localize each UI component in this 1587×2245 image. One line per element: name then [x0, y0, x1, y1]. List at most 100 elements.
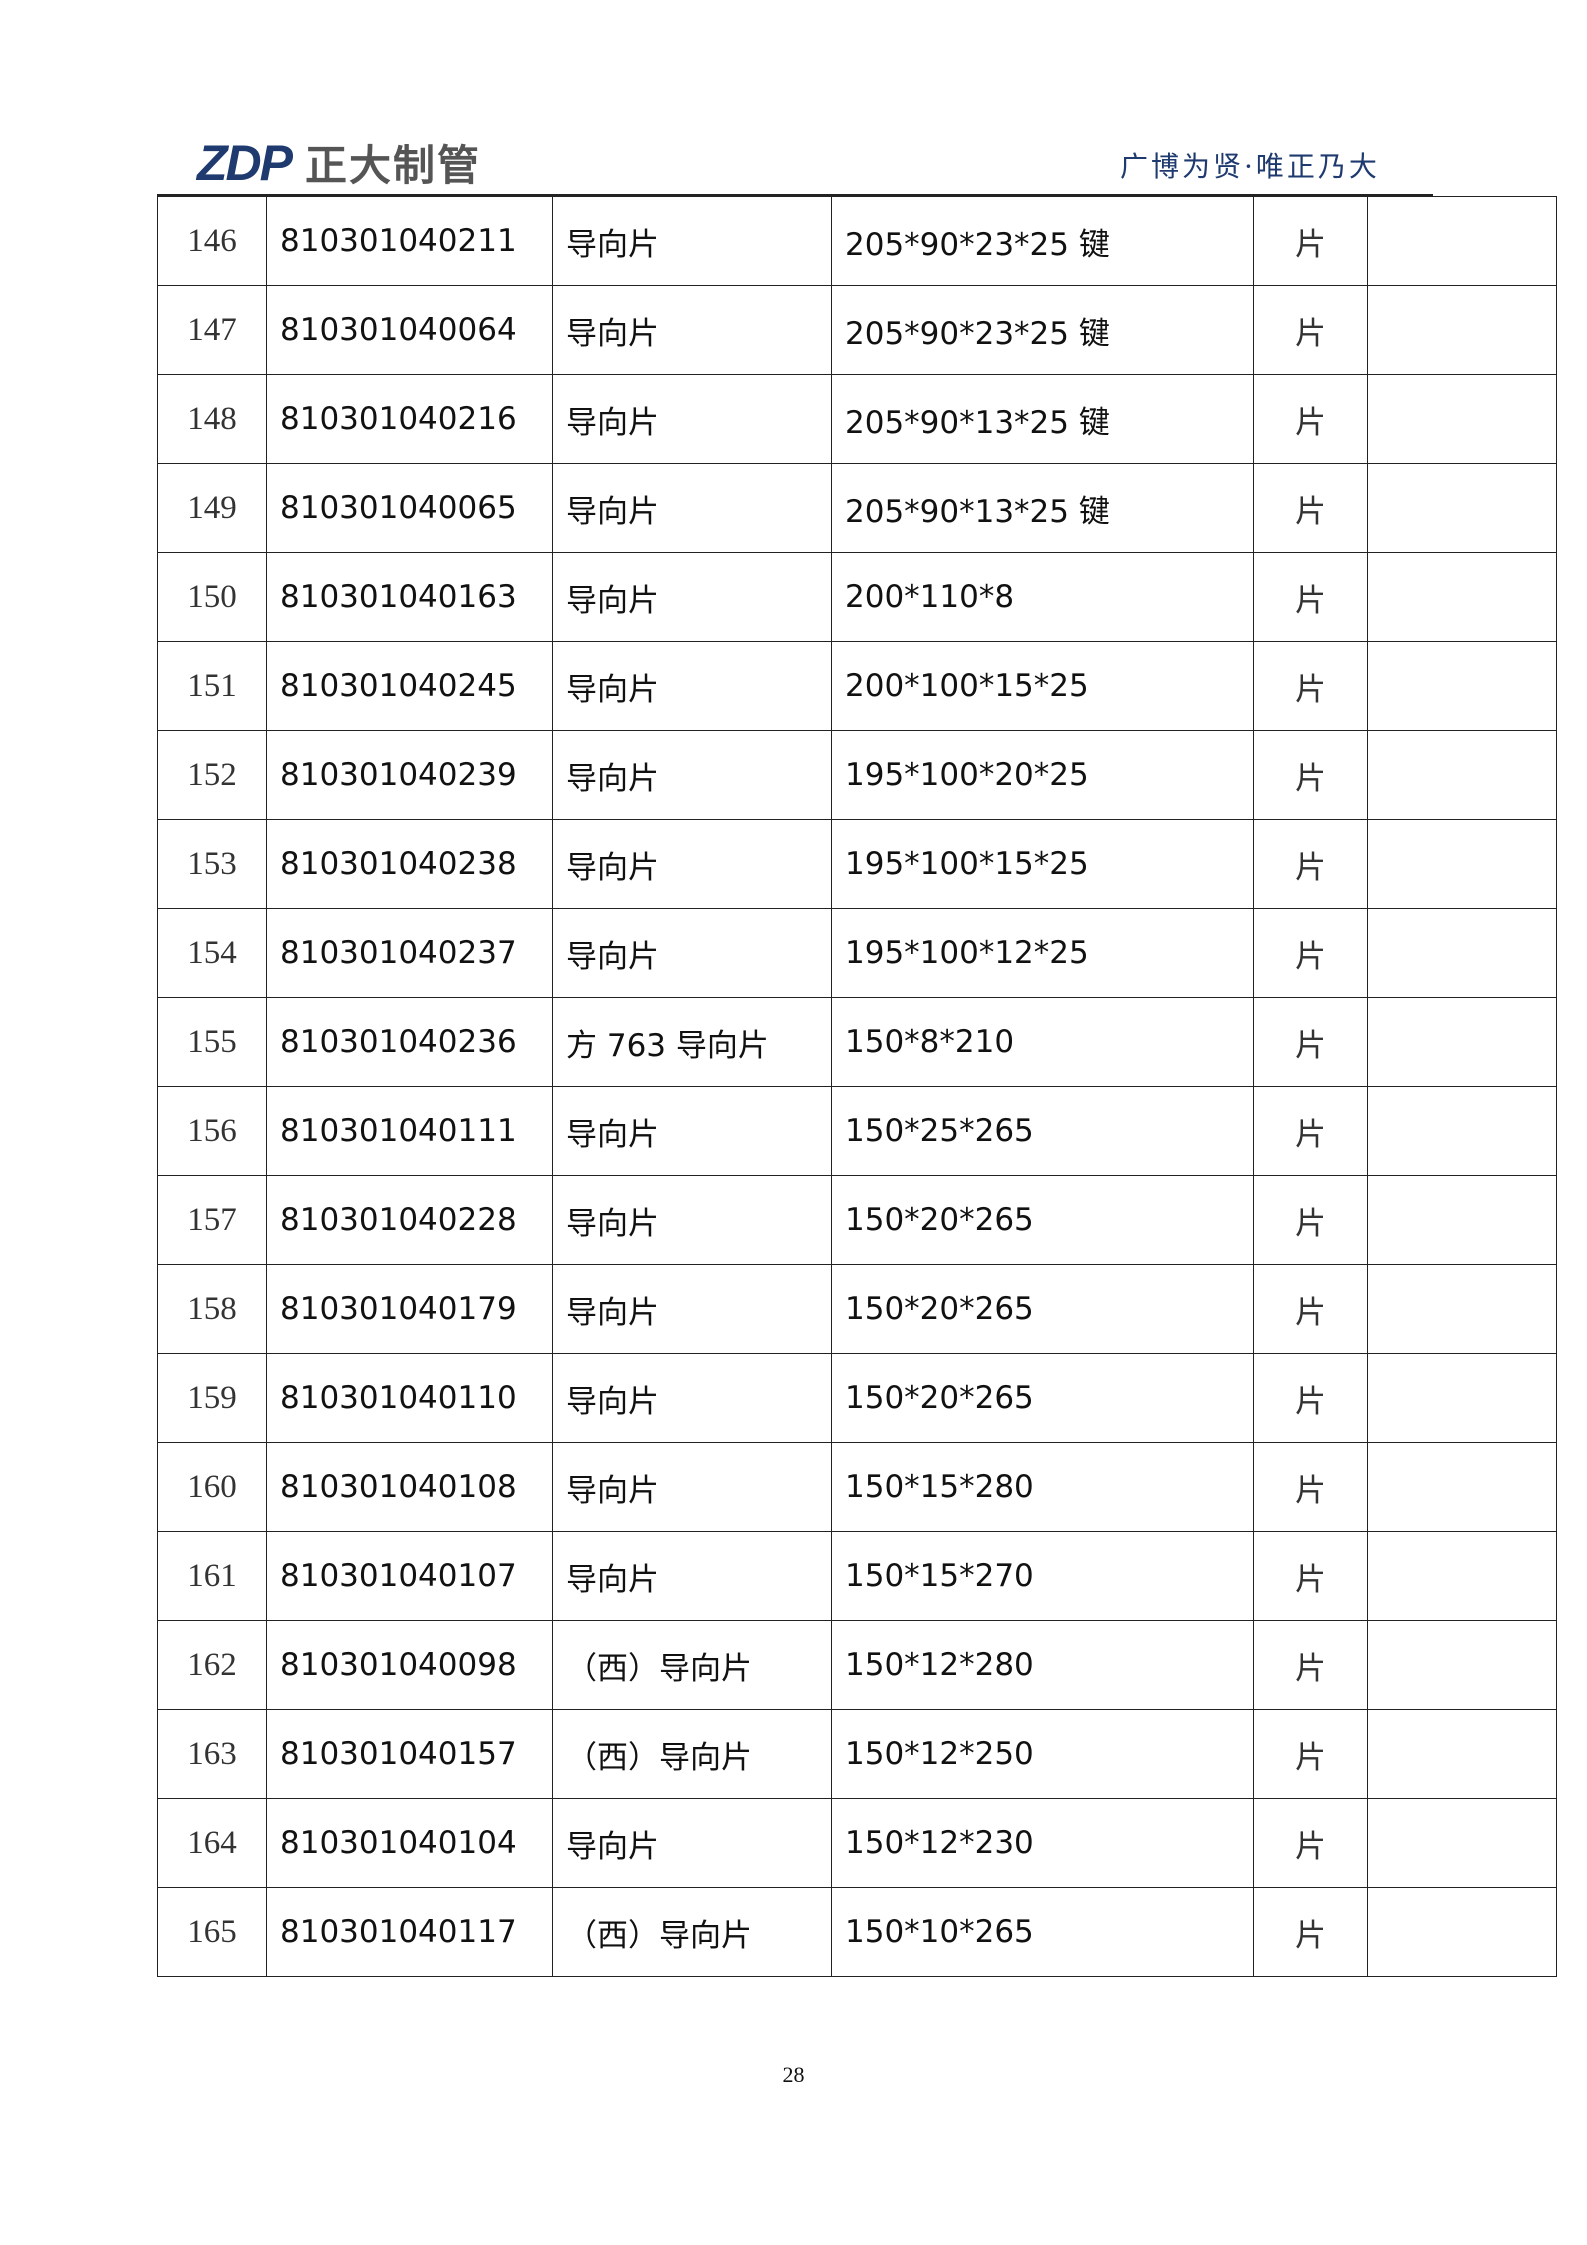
cell-code: 810301040108	[266, 1442, 553, 1532]
cell-spec: 150*15*270	[831, 1531, 1254, 1621]
cell-no: 149	[157, 463, 267, 553]
cell-note	[1367, 819, 1557, 909]
cell-name: 导向片	[552, 641, 832, 731]
cell-name: 导向片	[552, 1442, 832, 1532]
cell-name: 导向片	[552, 908, 832, 998]
cell-unit: 片	[1253, 552, 1368, 642]
cell-note	[1367, 1264, 1557, 1354]
cell-no: 154	[157, 908, 267, 998]
table-row: 161 810301040107 导向片 150*15*270 片	[157, 1531, 1557, 1621]
cell-code: 810301040065	[266, 463, 553, 553]
cell-name: 导向片	[552, 1086, 832, 1176]
cell-unit: 片	[1253, 463, 1368, 553]
cell-unit: 片	[1253, 908, 1368, 998]
cell-no: 162	[157, 1620, 267, 1710]
cell-code: 810301040216	[266, 374, 553, 464]
cell-name: 导向片	[552, 1353, 832, 1443]
cell-no: 147	[157, 285, 267, 375]
cell-unit: 片	[1253, 1086, 1368, 1176]
table-row: 152 810301040239 导向片 195*100*20*25 片	[157, 730, 1557, 820]
cell-name: 导向片	[552, 374, 832, 464]
cell-name: 导向片	[552, 552, 832, 642]
cell-name: 方 763 导向片	[552, 997, 832, 1087]
cell-unit: 片	[1253, 730, 1368, 820]
cell-spec: 200*100*15*25	[831, 641, 1254, 731]
cell-code: 810301040179	[266, 1264, 553, 1354]
cell-no: 161	[157, 1531, 267, 1621]
cell-spec: 150*20*265	[831, 1353, 1254, 1443]
cell-unit: 片	[1253, 374, 1368, 464]
cell-name: 导向片	[552, 730, 832, 820]
cell-note	[1367, 196, 1557, 286]
cell-code: 810301040104	[266, 1798, 553, 1888]
company-logo: ZDP 正大制管	[197, 132, 481, 193]
table-row: 149 810301040065 导向片 205*90*13*25 键片	[157, 463, 1557, 553]
cell-note	[1367, 908, 1557, 998]
cell-code: 810301040228	[266, 1175, 553, 1265]
cell-spec: 150*12*250	[831, 1709, 1254, 1799]
cell-note	[1367, 463, 1557, 553]
cell-note	[1367, 1620, 1557, 1710]
cell-code: 810301040245	[266, 641, 553, 731]
cell-note	[1367, 730, 1557, 820]
cell-no: 164	[157, 1798, 267, 1888]
cell-spec: 150*10*265	[831, 1887, 1254, 1977]
cell-code: 810301040110	[266, 1353, 553, 1443]
cell-unit: 片	[1253, 196, 1368, 286]
cell-note	[1367, 285, 1557, 375]
table-row: 159 810301040110 导向片 150*20*265 片	[157, 1353, 1557, 1443]
cell-unit: 片	[1253, 1798, 1368, 1888]
table-row: 165 810301040117 （西）导向片 150*10*265 片	[157, 1887, 1557, 1977]
cell-code: 810301040163	[266, 552, 553, 642]
cell-code: 810301040239	[266, 730, 553, 820]
cell-note	[1367, 1798, 1557, 1888]
table-row: 158 810301040179 导向片 150*20*265 片	[157, 1264, 1557, 1354]
cell-code: 810301040111	[266, 1086, 553, 1176]
cell-no: 146	[157, 196, 267, 286]
cell-code: 810301040098	[266, 1620, 553, 1710]
cell-no: 150	[157, 552, 267, 642]
slogan: 广博为贤·唯正乃大	[1120, 150, 1380, 183]
cell-name: 导向片	[552, 1798, 832, 1888]
cell-name: （西）导向片	[552, 1709, 832, 1799]
cell-unit: 片	[1253, 1887, 1368, 1977]
cell-note	[1367, 1086, 1557, 1176]
cell-spec: 150*20*265	[831, 1264, 1254, 1354]
cell-unit: 片	[1253, 1709, 1368, 1799]
cell-spec: 195*100*15*25	[831, 819, 1254, 909]
cell-name: 导向片	[552, 1264, 832, 1354]
cell-no: 157	[157, 1175, 267, 1265]
table-row: 146 810301040211 导向片 205*90*23*25 键片	[157, 196, 1557, 286]
cell-spec: 150*8*210	[831, 997, 1254, 1087]
table-row: 153 810301040238 导向片 195*100*15*25 片	[157, 819, 1557, 909]
cell-code: 810301040238	[266, 819, 553, 909]
cell-no: 165	[157, 1887, 267, 1977]
cell-code: 810301040064	[266, 285, 553, 375]
cell-note	[1367, 552, 1557, 642]
cell-unit: 片	[1253, 285, 1368, 375]
cell-unit: 片	[1253, 1175, 1368, 1265]
cell-note	[1367, 641, 1557, 731]
cell-no: 155	[157, 997, 267, 1087]
cell-name: 导向片	[552, 196, 832, 286]
cell-no: 163	[157, 1709, 267, 1799]
table-row: 162 810301040098 （西）导向片 150*12*280 片	[157, 1620, 1557, 1710]
cell-spec: 205*90*23*25 键	[831, 196, 1254, 286]
logo-mark: ZDP	[197, 134, 293, 191]
cell-code: 810301040157	[266, 1709, 553, 1799]
cell-note	[1367, 1175, 1557, 1265]
cell-no: 148	[157, 374, 267, 464]
cell-no: 151	[157, 641, 267, 731]
logo-text: 正大制管	[305, 141, 482, 190]
cell-no: 156	[157, 1086, 267, 1176]
cell-spec: 205*90*13*25 键	[831, 463, 1254, 553]
cell-unit: 片	[1253, 641, 1368, 731]
cell-unit: 片	[1253, 1264, 1368, 1354]
cell-note	[1367, 997, 1557, 1087]
table-row: 160 810301040108 导向片 150*15*280 片	[157, 1442, 1557, 1532]
cell-no: 152	[157, 730, 267, 820]
cell-spec: 150*20*265	[831, 1175, 1254, 1265]
parts-table: 146 810301040211 导向片 205*90*23*25 键片 147 8103…	[157, 196, 1557, 1977]
cell-code: 810301040211	[266, 196, 553, 286]
